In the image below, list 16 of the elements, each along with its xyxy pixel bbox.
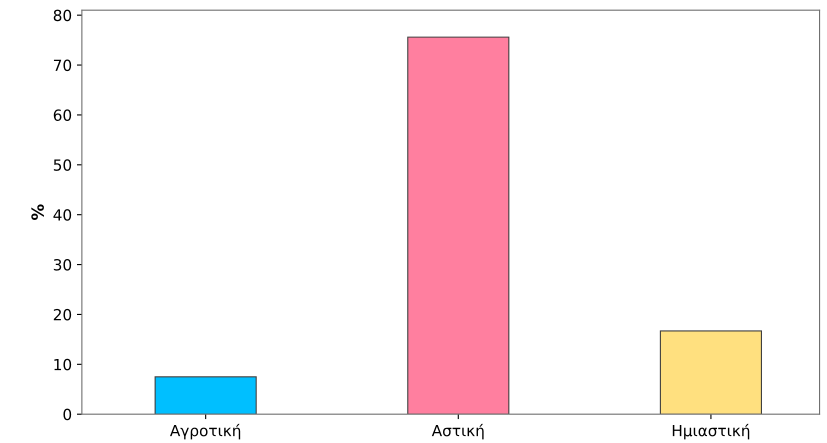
- x-tick-label: Ημιαστική: [672, 424, 750, 440]
- y-tick-label: 40: [53, 209, 72, 221]
- y-tick-label: 20: [54, 308, 72, 320]
- y-tick-label: 70: [54, 60, 72, 72]
- y-tick-label: 80: [54, 10, 72, 22]
- x-tick-label: Αγροτική: [170, 424, 240, 440]
- y-tick-label: 50: [54, 159, 72, 171]
- y-tick-label: 10: [54, 358, 72, 370]
- y-tick-label: 60: [54, 109, 72, 121]
- y-tick-label: 30: [54, 259, 72, 271]
- y-tick-label: 0: [63, 408, 72, 420]
- y-axis-title: %: [31, 204, 44, 220]
- bar: [660, 330, 762, 414]
- bar: [407, 36, 510, 414]
- x-tick-label: Αστική: [432, 424, 484, 440]
- bar: [154, 376, 257, 414]
